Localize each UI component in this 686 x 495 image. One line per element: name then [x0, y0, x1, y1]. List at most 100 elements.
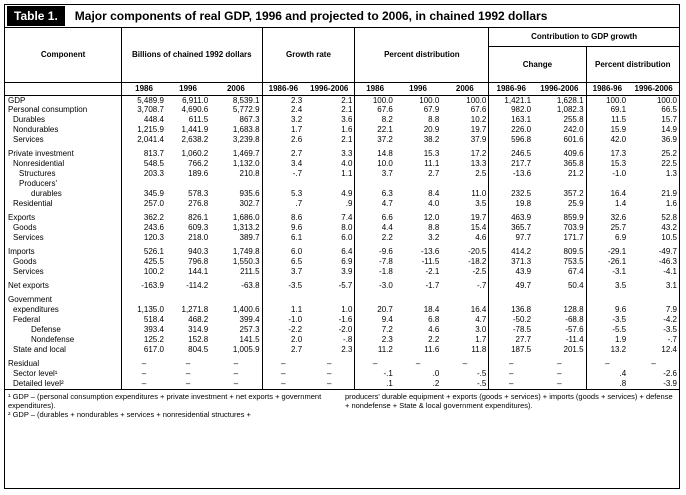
value-cell	[304, 295, 356, 305]
value-cell: –	[605, 359, 610, 368]
spacer-cell	[441, 291, 490, 295]
value-cell: 617.0	[143, 345, 164, 354]
year-header: 1986	[121, 82, 166, 96]
value-cell: -57.6	[533, 325, 587, 335]
value-cell: 32.6	[610, 213, 627, 222]
row-label: Goods	[5, 257, 123, 267]
value-cell	[122, 295, 166, 305]
spacer-cell	[304, 145, 356, 149]
row-label: Producers'	[5, 179, 123, 189]
value-cell: 2.3	[291, 95, 303, 105]
value-cell: 8.8	[428, 115, 440, 124]
value-cell	[628, 295, 679, 305]
value-cell: 37.2	[377, 135, 393, 144]
value-cell: –	[141, 359, 147, 368]
table-row: Durables 448.4 611.5 867.3 3.2 3.6 8.2 8.8 10.2 1…	[5, 115, 679, 125]
value-cell	[489, 179, 533, 189]
value-cell: 2.0	[291, 335, 303, 344]
value-cell: 6.1	[291, 233, 303, 242]
value-cell: 15.3	[610, 159, 627, 168]
value-cell: -2.2	[288, 325, 303, 334]
value-cell: 9.4	[381, 315, 393, 324]
value-cell: 1,215.9	[137, 125, 164, 134]
value-cell: 6,911.0	[182, 95, 209, 105]
spacer-cell	[210, 355, 263, 359]
value-cell: 15.9	[610, 125, 627, 134]
value-cell: 50.4	[533, 281, 587, 291]
value-cell: 3.2	[291, 115, 303, 124]
value-cell: 20.7	[377, 305, 393, 314]
value-cell: .8	[586, 379, 629, 390]
value-cell: –	[508, 369, 514, 378]
value-cell: 15.7	[661, 115, 677, 124]
table-row: durables 345.9 578.3 935.6 5.3 4.9 6.3 8.4 11.0 2…	[5, 189, 679, 199]
value-cell	[355, 179, 395, 189]
row-label: GDP	[5, 95, 123, 105]
value-cell: 8.6	[291, 213, 303, 222]
value-cell: –	[141, 369, 147, 378]
table-row: Nondefense 125.2 152.8 141.5 2.0 -.8 2.3 2.2 1.7…	[5, 335, 679, 345]
value-cell: 100.0	[441, 95, 490, 105]
value-cell: 8.4	[428, 189, 440, 198]
spacer-cell	[304, 291, 356, 295]
value-cell: 12.0	[423, 213, 440, 222]
value-cell: 11.6	[424, 345, 440, 354]
value-cell: 3,708.7	[137, 105, 164, 114]
value-cell: 11.2	[377, 345, 393, 354]
value-cell: 163.1	[511, 115, 532, 124]
value-cell: 13.3	[441, 159, 490, 169]
value-cell: 4.6	[441, 233, 490, 243]
row-label: Private investment	[5, 149, 123, 159]
value-cell: 389.7	[210, 233, 263, 243]
section-spacer	[5, 209, 679, 213]
value-cell	[304, 179, 356, 189]
value-cell: 43.9	[515, 267, 532, 276]
spacer-cell	[441, 355, 490, 359]
row-label: Services	[5, 135, 123, 145]
value-cell: 19.7	[441, 125, 490, 135]
value-cell: 2.1	[304, 135, 356, 145]
value-cell: 6.4	[304, 247, 356, 257]
value-cell: 6.3	[381, 189, 393, 198]
value-cell: 766.2	[188, 159, 209, 168]
row-label: Government	[5, 295, 123, 305]
value-cell: 345.9	[143, 189, 164, 198]
value-cell: 2,041.4	[137, 135, 164, 144]
value-cell: 1.4	[615, 199, 627, 208]
value-cell: 217.7	[511, 159, 532, 168]
value-cell: 1,686.0	[210, 213, 263, 223]
value-cell: 100.0	[656, 95, 677, 105]
value-cell: 242.0	[533, 125, 587, 135]
value-cell: 3.3	[304, 149, 356, 159]
value-cell: -13.6	[512, 169, 532, 178]
footnotes: ¹ GDP – (personal consumption expenditur…	[5, 390, 679, 421]
value-cell: 257.0	[143, 199, 164, 208]
value-cell: 1.6	[665, 199, 677, 208]
value-cell: 189.6	[188, 169, 209, 178]
value-cell: 1.9	[615, 335, 627, 344]
value-cell: 100.0	[419, 95, 440, 105]
value-cell: -18.2	[441, 257, 490, 267]
value-cell: 25.9	[533, 199, 587, 209]
table-row: Services 120.3 218.0 389.7 6.1 6.0 2.2 3.2 4.6 97…	[5, 233, 679, 243]
value-cell: -50.2	[512, 315, 532, 324]
value-cell	[262, 295, 304, 305]
value-cell: 10.2	[441, 115, 490, 125]
table-row: Goods 243.6 609.3 1,313.2 9.6 8.0 4.4 8.8 15.4 36…	[5, 223, 679, 233]
year-header: 1996-2006	[628, 82, 679, 96]
table-row: Structures 203.3 189.6 210.8 -.7 1.1 3.7 2.7 2.5…	[5, 169, 679, 179]
value-cell	[441, 179, 490, 189]
value-cell: 409.6	[533, 149, 587, 159]
value-cell: -3.1	[612, 267, 627, 276]
value-cell: 357.2	[533, 189, 587, 199]
value-cell: -1.0	[612, 169, 627, 178]
value-cell: 2.6	[291, 135, 303, 144]
value-cell: 3.6	[304, 115, 356, 125]
spacer-cell	[441, 145, 490, 149]
value-cell: –	[488, 379, 534, 390]
value-cell: 414.2	[511, 247, 532, 256]
year-header: 1996	[165, 82, 211, 96]
value-cell	[395, 179, 441, 189]
value-cell: 518.4	[143, 315, 164, 324]
value-cell: 399.4	[210, 315, 263, 325]
